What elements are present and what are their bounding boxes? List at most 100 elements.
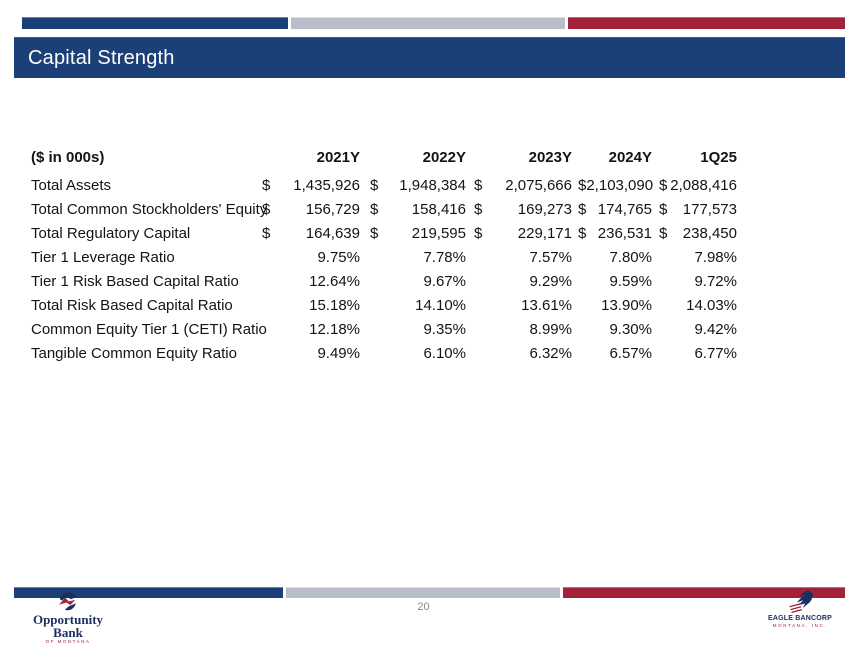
footer-accent-strip [14, 587, 845, 598]
row-label: Tier 1 Leverage Ratio [31, 248, 175, 266]
cell-value: 6.77% [694, 344, 737, 362]
table-cell-2024y: $2,103,090 [572, 176, 654, 194]
table-cell-2023y: 8.99% [466, 321, 572, 338]
table-cell-2024y: $174,765 [572, 201, 652, 218]
currency-symbol: $ [370, 224, 379, 242]
table-cell-2021y: 12.18% [262, 321, 360, 338]
row-label: Total Risk Based Capital Ratio [31, 296, 233, 314]
table-cell-1q25: 14.03% [652, 297, 737, 314]
currency-symbol: $ [659, 224, 668, 242]
cell-value: 12.64% [309, 272, 360, 290]
cell-value: 9.67% [423, 272, 466, 290]
cell-value: 238,450 [682, 224, 737, 242]
cell-value: 9.42% [694, 320, 737, 338]
currency-symbol: $ [578, 200, 587, 218]
cell-value: 15.18% [309, 296, 360, 314]
eagle-bancorp-name: EAGLE BANCORP [767, 615, 833, 622]
table-cell-2021y: $156,729 [262, 201, 360, 218]
currency-symbol: $ [474, 224, 483, 242]
cell-value: 14.10% [415, 296, 466, 314]
table-cell-2022y: 7.78% [360, 249, 466, 266]
table-cell-1q25: $2,088,416 [652, 177, 737, 194]
eagle-bancorp-logo: EAGLE BANCORP MONTANA, INC. [761, 590, 839, 629]
footer-strip-blue-segment [14, 587, 283, 598]
cell-value: 2,103,090 [586, 176, 654, 194]
top-accent-strip [22, 17, 845, 29]
table-cell-2022y: 9.67% [360, 273, 466, 290]
top-strip-red-segment [568, 17, 845, 29]
currency-symbol: $ [659, 200, 668, 218]
title-bar: Capital Strength [14, 37, 845, 78]
table-cell-1q25: 9.42% [652, 321, 737, 338]
table-cell-2023y: 7.57% [466, 249, 572, 266]
table-cell-2022y: $1,948,384 [360, 177, 466, 194]
table-row: Tier 1 Risk Based Capital Ratio 12.64% 9.6… [31, 269, 737, 293]
table-cell-2024y: 9.59% [572, 273, 652, 290]
table-cell-2024y: 7.80% [572, 249, 652, 266]
table-cell-2021y: 9.49% [262, 345, 360, 362]
table-cell-1q25: 6.77% [652, 345, 737, 362]
cell-value: 158,416 [411, 200, 466, 218]
page-title: Capital Strength [28, 46, 175, 69]
table-header-row: ($ in 000s) 2021Y 2022Y 2023Y 2024Y 1Q25 [31, 145, 737, 169]
table-cell-2022y: 14.10% [360, 297, 466, 314]
table-row: Total Assets $1,435,926 $1,948,384 $2,075,6… [31, 173, 737, 197]
cell-value: 169,273 [517, 200, 572, 218]
cell-value: 6.10% [423, 344, 466, 362]
capital-table: ($ in 000s) 2021Y 2022Y 2023Y 2024Y 1Q25… [31, 145, 737, 365]
table-row: Total Regulatory Capital $164,639 $219,595… [31, 221, 737, 245]
table-cell-2021y: 9.75% [262, 249, 360, 266]
footer-strip-red-segment [563, 587, 845, 598]
table-cell-2021y: $1,435,926 [262, 177, 360, 194]
row-label: Tangible Common Equity Ratio [31, 344, 237, 362]
opportunity-bank-sphere-icon [58, 592, 77, 611]
cell-value: 236,531 [597, 224, 652, 242]
top-strip-blue-segment [22, 17, 288, 29]
cell-value: 7.80% [609, 248, 652, 266]
currency-symbol: $ [370, 200, 379, 218]
table-cell-2022y: 9.35% [360, 321, 466, 338]
table-cell-1q25: 7.98% [652, 249, 737, 266]
cell-value: 9.59% [609, 272, 652, 290]
eagle-bancorp-subtext: MONTANA, INC. [772, 623, 828, 628]
cell-value: 6.32% [529, 344, 572, 362]
table-cell-2024y: 9.30% [572, 321, 652, 338]
cell-value: 229,171 [517, 224, 572, 242]
column-header-2022y: 2022Y [422, 148, 466, 166]
cell-value: 177,573 [682, 200, 737, 218]
cell-value: 9.72% [694, 272, 737, 290]
currency-symbol: $ [370, 176, 379, 194]
table-cell-2021y: 12.64% [262, 273, 360, 290]
currency-symbol: $ [474, 200, 483, 218]
column-header-2021y: 2021Y [316, 148, 360, 166]
table-cell-2023y: $2,075,666 [466, 177, 572, 194]
capital-table-body: Total Assets $1,435,926 $1,948,384 $2,075,6… [31, 173, 737, 365]
table-cell-1q25: $177,573 [652, 201, 737, 218]
cell-value: 1,948,384 [399, 176, 466, 194]
row-label: Common Equity Tier 1 (CETI) Ratio [31, 320, 267, 338]
opportunity-bank-name: Opportunity Bank [32, 612, 104, 640]
row-label: Total Assets [31, 176, 112, 194]
top-strip-gray-segment [291, 17, 565, 29]
table-row: Tangible Common Equity Ratio 9.49% 6.10% 6.… [31, 341, 737, 365]
opportunity-bank-subtext: OF MONTANA [45, 639, 91, 644]
column-header-2023y: 2023Y [528, 148, 572, 166]
row-label: Tier 1 Risk Based Capital Ratio [31, 272, 239, 290]
cell-value: 9.35% [423, 320, 466, 338]
cell-value: 6.57% [609, 344, 652, 362]
table-cell-2021y: 15.18% [262, 297, 360, 314]
cell-value: 7.57% [529, 248, 572, 266]
cell-value: 156,729 [305, 200, 360, 218]
table-cell-2024y: 13.90% [572, 297, 652, 314]
table-cell-2023y: $169,273 [466, 201, 572, 218]
currency-symbol: $ [578, 224, 587, 242]
currency-symbol: $ [262, 176, 271, 194]
cell-value: 8.99% [529, 320, 572, 338]
cell-value: 2,075,666 [505, 176, 572, 194]
cell-value: 2,088,416 [670, 176, 737, 194]
currency-symbol: $ [659, 176, 668, 194]
table-row: Total Risk Based Capital Ratio 15.18% 14.1… [31, 293, 737, 317]
column-header-2024y: 2024Y [608, 148, 652, 166]
table-cell-2023y: 13.61% [466, 297, 572, 314]
